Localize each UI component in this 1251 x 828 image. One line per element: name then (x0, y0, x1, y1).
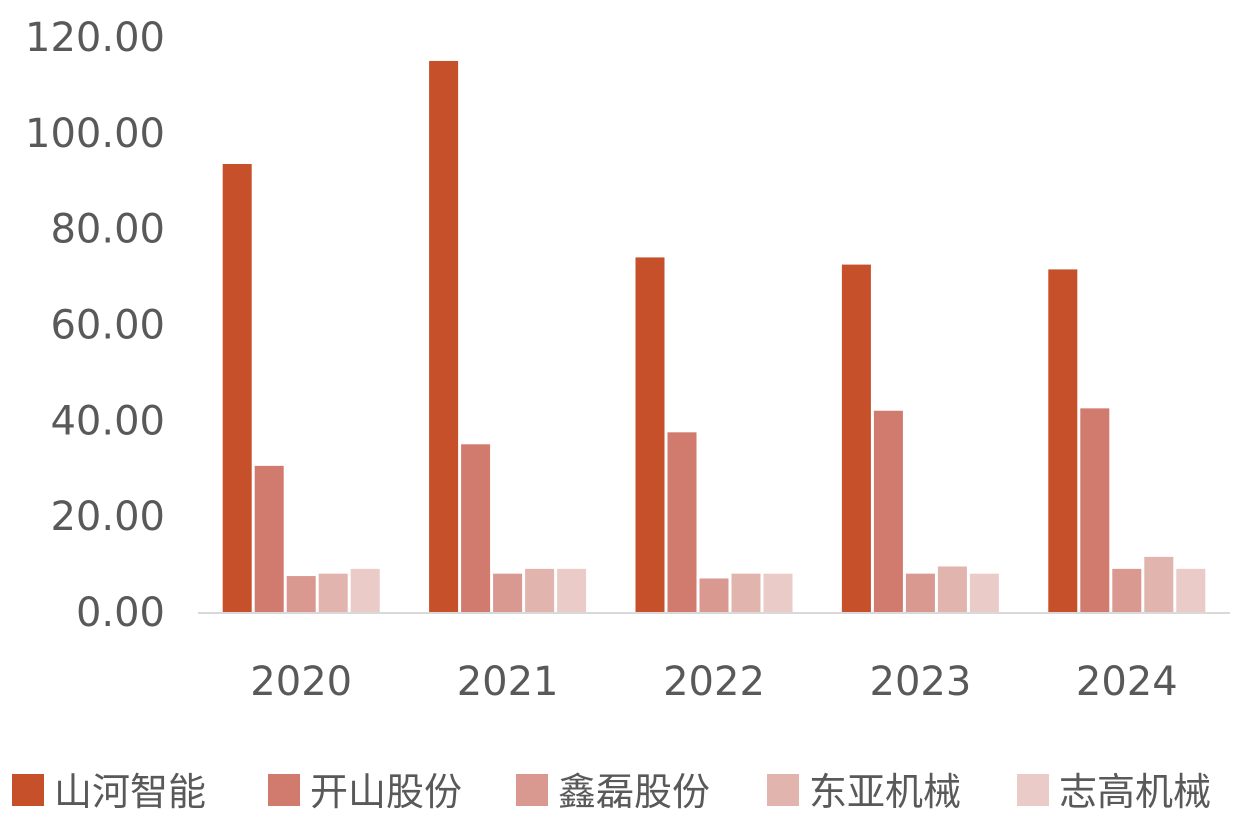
legend-swatch (767, 774, 799, 806)
y-tick-label: 80.00 (50, 207, 165, 253)
y-tick-label: 60.00 (50, 303, 165, 349)
bar (525, 568, 555, 612)
legend-swatch (516, 774, 548, 806)
x-tick-label: 2021 (457, 659, 559, 705)
bar (254, 465, 284, 612)
bar (318, 573, 348, 612)
bar (667, 432, 697, 612)
bar (969, 573, 999, 612)
bar (763, 573, 793, 612)
bar (1176, 568, 1206, 612)
bar (1112, 568, 1142, 612)
x-tick-label: 2023 (870, 659, 972, 705)
x-tick-label: 2020 (250, 659, 352, 705)
legend-label: 志高机械 (1059, 770, 1211, 814)
bar (1144, 556, 1174, 612)
bar (905, 573, 935, 612)
legend-label: 山河智能 (54, 770, 206, 814)
bar (493, 573, 523, 612)
legend-swatch (1017, 774, 1049, 806)
legend-swatch (268, 774, 300, 806)
legend-label: 鑫磊股份 (558, 770, 710, 814)
bar (699, 578, 729, 612)
y-tick-label: 0.00 (76, 590, 165, 636)
legend-label: 开山股份 (310, 770, 462, 814)
x-tick-label: 2022 (663, 659, 765, 705)
bar (731, 573, 761, 612)
bar (286, 576, 316, 612)
y-tick-label: 100.00 (25, 111, 165, 157)
y-tick-label: 20.00 (50, 494, 165, 540)
bar (429, 60, 459, 613)
bar (222, 163, 252, 612)
bar (350, 568, 380, 612)
bar (557, 568, 587, 612)
bar (1080, 408, 1110, 612)
legend-label: 东亚机械 (809, 770, 961, 814)
bar (873, 410, 903, 612)
legend-swatch (12, 774, 44, 806)
bar (1048, 269, 1078, 612)
bar (937, 566, 967, 612)
bar (841, 264, 871, 612)
y-tick-label: 120.00 (25, 15, 165, 61)
x-tick-label: 2024 (1076, 659, 1178, 705)
bar (635, 257, 665, 612)
y-tick-label: 40.00 (50, 398, 165, 444)
bar (461, 444, 491, 612)
